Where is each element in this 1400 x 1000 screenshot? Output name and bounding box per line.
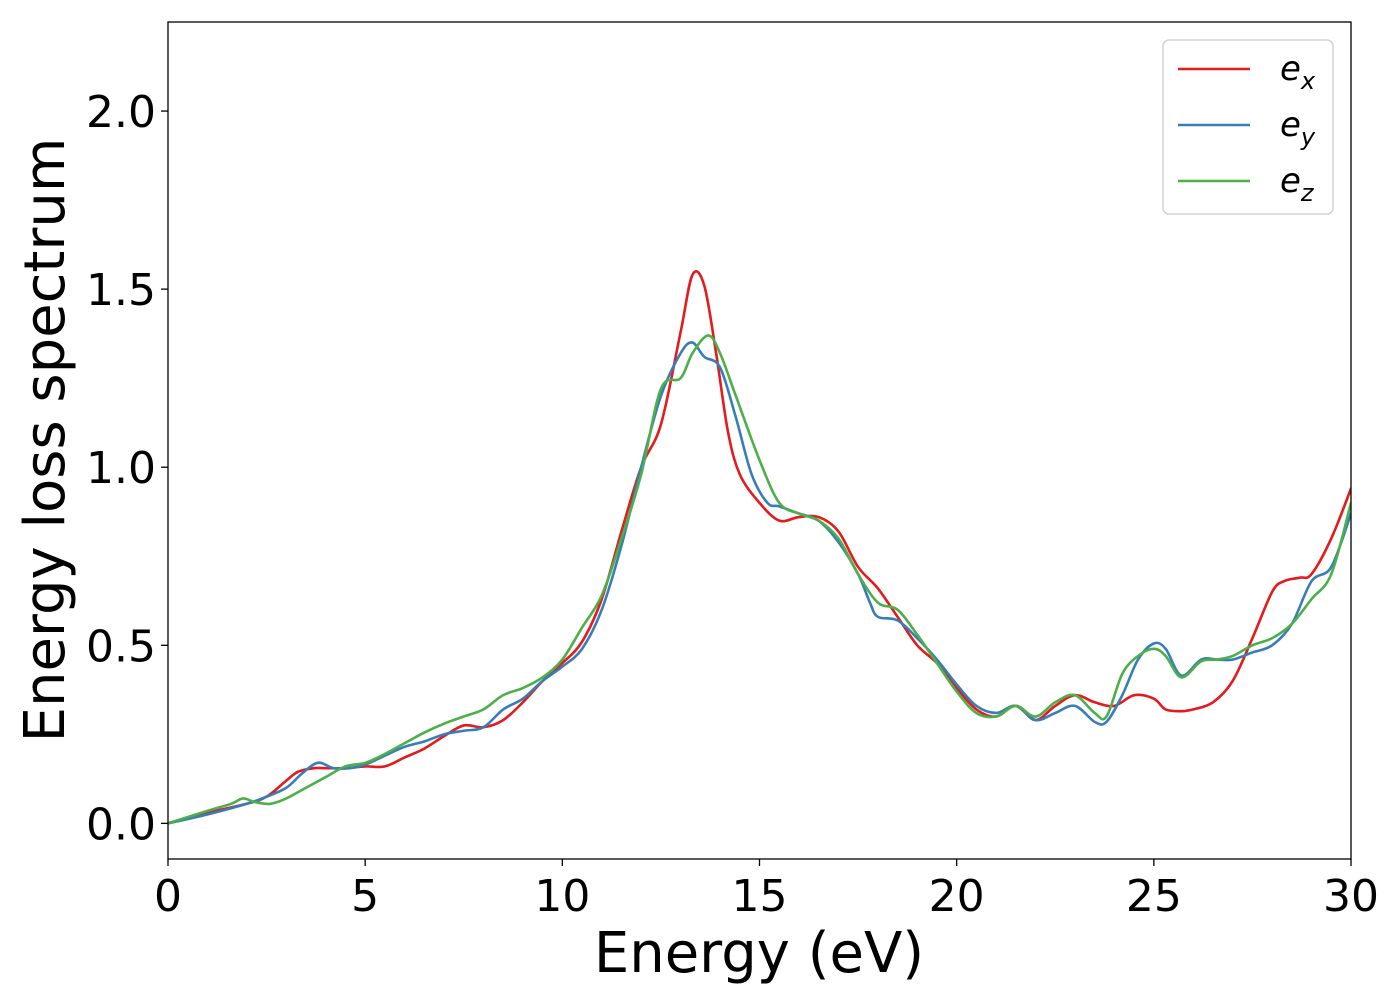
y-tick-label: 1.0 (86, 443, 156, 494)
legend: ex ey ez (1162, 39, 1334, 215)
y-axis-label: Energy loss spectrum (13, 138, 78, 743)
y-tick-label: 0.0 (86, 799, 156, 850)
x-axis: 0 5 10 15 20 25 30 (154, 859, 1379, 922)
legend-items: ex ey ez (1178, 49, 1316, 207)
series-line-e-x (168, 270, 1351, 825)
x-tick-label: 15 (732, 871, 788, 922)
series-layer (168, 270, 1351, 825)
legend-label-e-x: ex (1280, 49, 1316, 95)
y-axis: 0.0 0.5 1.0 1.5 2.0 (86, 87, 168, 850)
x-tick-label: 10 (534, 871, 590, 922)
legend-label-e-y: ey (1280, 105, 1316, 151)
y-tick-label: 0.5 (86, 621, 156, 672)
series-line-e-z (168, 334, 1351, 825)
x-tick-label: 30 (1323, 871, 1379, 922)
x-tick-label: 0 (154, 871, 182, 922)
series-line-e-y (168, 341, 1351, 825)
x-tick-label: 20 (929, 871, 985, 922)
x-tick-label: 5 (351, 871, 379, 922)
x-tick-label: 25 (1126, 871, 1182, 922)
legend-label-e-z: ez (1280, 161, 1315, 207)
y-tick-label: 1.5 (86, 265, 156, 316)
legend-box (1162, 39, 1334, 215)
x-axis-label: Energy (eV) (594, 921, 924, 986)
y-tick-label: 2.0 (86, 87, 156, 138)
